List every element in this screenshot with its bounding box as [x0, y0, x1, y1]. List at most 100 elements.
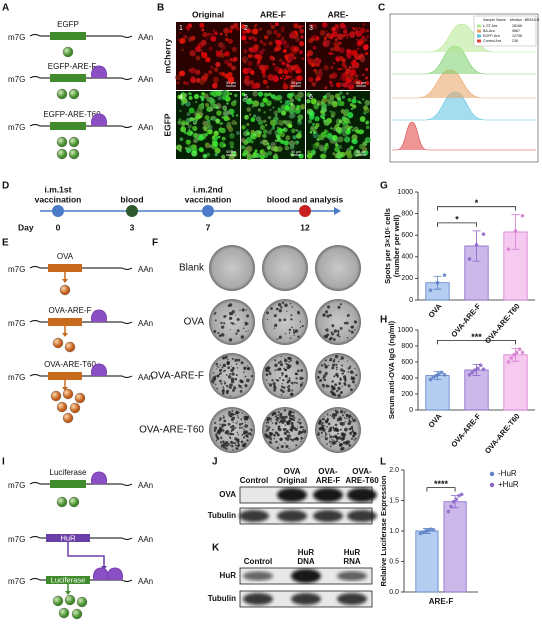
- spot: [341, 434, 343, 437]
- spot: [247, 330, 249, 332]
- cell: [187, 124, 192, 129]
- cell: [241, 34, 247, 40]
- spot: [213, 377, 217, 381]
- cell: [344, 151, 349, 156]
- spot: [322, 424, 325, 427]
- cell: [338, 119, 343, 124]
- label: OVA-ARE-T60: [44, 360, 96, 369]
- label: vaccination: [185, 194, 232, 204]
- label: 3: [309, 25, 313, 32]
- cell: [208, 46, 213, 51]
- spot: [342, 433, 346, 438]
- spot: [289, 436, 291, 439]
- cell: [278, 58, 283, 63]
- spot: [231, 418, 234, 422]
- cell: [188, 128, 191, 131]
- cell: [251, 36, 255, 39]
- protein: [59, 284, 71, 296]
- spot: [225, 384, 229, 388]
- spot: [302, 429, 307, 434]
- legend-marker: [489, 471, 495, 477]
- spot: [289, 438, 292, 441]
- cell: [346, 54, 352, 60]
- spot: [352, 434, 356, 438]
- protein: [69, 402, 81, 414]
- label: *: [455, 214, 459, 224]
- cell: [263, 119, 267, 123]
- cell: [362, 44, 369, 51]
- cell: [231, 120, 237, 126]
- cell: [339, 56, 344, 61]
- spot: [223, 419, 227, 423]
- label: i.m.1st: [45, 184, 72, 194]
- spot: [230, 322, 232, 324]
- spot: [246, 365, 248, 367]
- label: Control: [244, 557, 272, 566]
- spot: [341, 414, 344, 417]
- cell: [186, 148, 192, 154]
- spot: [237, 442, 240, 445]
- cell: [327, 133, 332, 139]
- cell: [347, 112, 354, 119]
- cell: [175, 74, 182, 81]
- cell: [283, 42, 290, 49]
- data-point: [437, 372, 441, 376]
- cell: [247, 54, 252, 59]
- coding-region: [48, 372, 82, 380]
- cell: [228, 74, 232, 78]
- cell: [229, 57, 233, 62]
- spot: [332, 363, 336, 367]
- cell: [354, 74, 359, 78]
- spot: [329, 414, 332, 417]
- cell: [263, 129, 268, 134]
- cell: [215, 61, 221, 68]
- spot: [279, 363, 284, 367]
- spot: [299, 383, 303, 387]
- spot: [226, 361, 230, 365]
- cell: [274, 139, 278, 143]
- cell: [250, 117, 256, 123]
- spot: [218, 373, 221, 376]
- coding-region: [50, 480, 86, 488]
- coding-region: [46, 534, 90, 542]
- spot: [239, 379, 243, 383]
- protein: [52, 595, 64, 607]
- spot: [326, 333, 330, 337]
- cell: [199, 22, 205, 28]
- cell: [179, 37, 186, 44]
- cell: [283, 78, 287, 81]
- spot: [229, 329, 231, 331]
- spot: [289, 303, 292, 305]
- cell: [330, 47, 334, 52]
- cell: [325, 92, 332, 98]
- spot: [282, 386, 286, 389]
- spot: [234, 323, 236, 325]
- spot: [281, 374, 284, 377]
- cell: [340, 74, 347, 82]
- label: 50 μm: [226, 81, 236, 85]
- cell: [326, 121, 330, 125]
- cell: [252, 28, 259, 35]
- spot: [225, 374, 228, 376]
- cell: [279, 71, 282, 74]
- spot: [326, 417, 329, 420]
- spot: [285, 375, 288, 378]
- cell: [352, 138, 358, 145]
- spot: [245, 330, 247, 333]
- label: AAn: [138, 535, 153, 544]
- cell: [285, 135, 291, 141]
- spot: [293, 381, 296, 384]
- spot: [286, 386, 289, 389]
- cell: [270, 128, 273, 132]
- cell: [323, 37, 327, 41]
- spot: [291, 389, 294, 392]
- cell: [318, 68, 323, 72]
- spot: [346, 313, 350, 317]
- spot: [223, 315, 227, 318]
- spot: [297, 421, 299, 423]
- spot: [348, 444, 351, 447]
- cell: [357, 100, 360, 104]
- label: m7G: [8, 123, 25, 132]
- cell: [251, 83, 258, 89]
- spot: [345, 441, 349, 446]
